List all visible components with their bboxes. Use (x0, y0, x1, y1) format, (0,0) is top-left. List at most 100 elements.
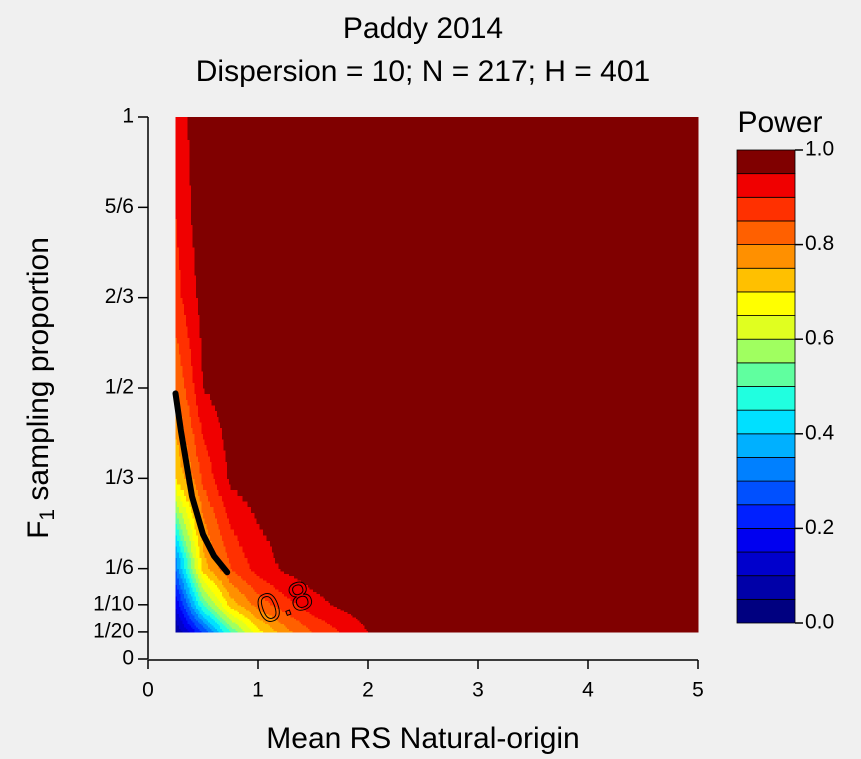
contour-cell (318, 586, 321, 590)
contour-cell (187, 625, 190, 628)
contour-cell (185, 630, 189, 633)
contour-cell (349, 606, 352, 609)
contour-cell (287, 582, 290, 586)
contour-cell (178, 495, 182, 502)
contour-cell (216, 625, 220, 628)
contour-cell (182, 602, 185, 606)
contour-cell (240, 595, 244, 599)
contour-cell (354, 611, 357, 614)
contour-cell (335, 584, 338, 588)
contour-cell (228, 608, 232, 611)
contour-cell (228, 410, 232, 417)
contour-cell (343, 608, 347, 611)
contour-cell (276, 588, 280, 592)
contour-cell (232, 618, 235, 621)
contour-cell (326, 618, 330, 621)
contour-cell (206, 557, 209, 564)
contour-cell (237, 534, 240, 542)
contour-cell (194, 602, 197, 606)
contour-cell (197, 628, 201, 631)
contour-cell (194, 575, 197, 579)
contour-cell (297, 584, 300, 588)
contour-cell (276, 630, 280, 633)
contour-cell (316, 620, 319, 623)
contour-cell (254, 489, 257, 496)
contour-cell (189, 621, 192, 625)
contour-cell (242, 611, 245, 614)
contour-cell (258, 606, 261, 609)
contour-cell (256, 570, 259, 574)
contour-cell (275, 618, 278, 621)
contour-cell (239, 489, 242, 496)
contour-cell (342, 614, 345, 618)
contour-cell (197, 483, 201, 491)
contour-cell (288, 591, 292, 595)
contour-cell (190, 523, 194, 530)
contour-cell (292, 625, 295, 628)
contour-cell (239, 595, 242, 599)
contour-cell (228, 613, 232, 616)
contour-cell (354, 609, 357, 613)
contour-cell (271, 600, 275, 604)
contour-cell (237, 613, 240, 616)
contour-cell (359, 625, 362, 628)
contour-cell (306, 616, 309, 619)
contour-cell (309, 628, 312, 631)
contour-cell (254, 608, 257, 611)
contour-cell (192, 467, 196, 474)
contour-cell (326, 586, 330, 590)
contour-cell (204, 575, 208, 579)
contour-cell (184, 337, 187, 344)
contour-cell (292, 628, 295, 631)
contour-cell (227, 600, 230, 604)
contour-cell (251, 534, 254, 542)
contour-cell (206, 621, 209, 625)
contour-cell (261, 529, 264, 536)
contour-cell (206, 399, 209, 406)
contour-cell (319, 611, 323, 614)
contour-cell (316, 575, 319, 579)
contour-cell (184, 433, 187, 440)
contour-cell (323, 608, 326, 611)
contour-cell (266, 577, 269, 581)
contour-cell (203, 489, 206, 496)
contour-cell (225, 416, 228, 423)
contour-cell (185, 621, 189, 625)
contour-cell (203, 630, 206, 633)
contour-cell (276, 626, 280, 630)
contour-cell (194, 616, 197, 619)
contour-cell (206, 616, 209, 619)
contour-cell (361, 614, 364, 618)
contour-cell (261, 489, 264, 496)
contour-cell (235, 582, 238, 586)
contour-cell (359, 614, 362, 618)
contour-cell (337, 588, 340, 592)
contour-cell (221, 483, 225, 491)
contour-cell (318, 588, 321, 592)
contour-cell (297, 613, 300, 616)
contour-cell (185, 500, 189, 508)
contour-cell (280, 495, 283, 502)
contour-cell (209, 625, 213, 628)
contour-cell (478, 388, 534, 479)
contour-cell (270, 608, 273, 611)
contour-cell (182, 588, 185, 592)
contour-cell (213, 608, 216, 611)
contour-cell (209, 472, 213, 479)
contour-cell (325, 577, 328, 581)
contour-cell (245, 570, 249, 574)
contour-cell (242, 623, 245, 626)
contour-cell (196, 495, 199, 502)
contour-cell (213, 472, 216, 479)
contour-cell (227, 588, 230, 592)
contour-cell (177, 342, 180, 350)
contour-cell (285, 579, 288, 583)
contour-cell (216, 628, 220, 631)
contour-cell (230, 609, 233, 613)
contour-cell (245, 606, 249, 609)
contour-cell (338, 584, 342, 588)
contour-cell (333, 630, 336, 633)
contour-cell (175, 598, 178, 601)
contour-cell (180, 354, 183, 361)
contour-cell (232, 595, 235, 599)
